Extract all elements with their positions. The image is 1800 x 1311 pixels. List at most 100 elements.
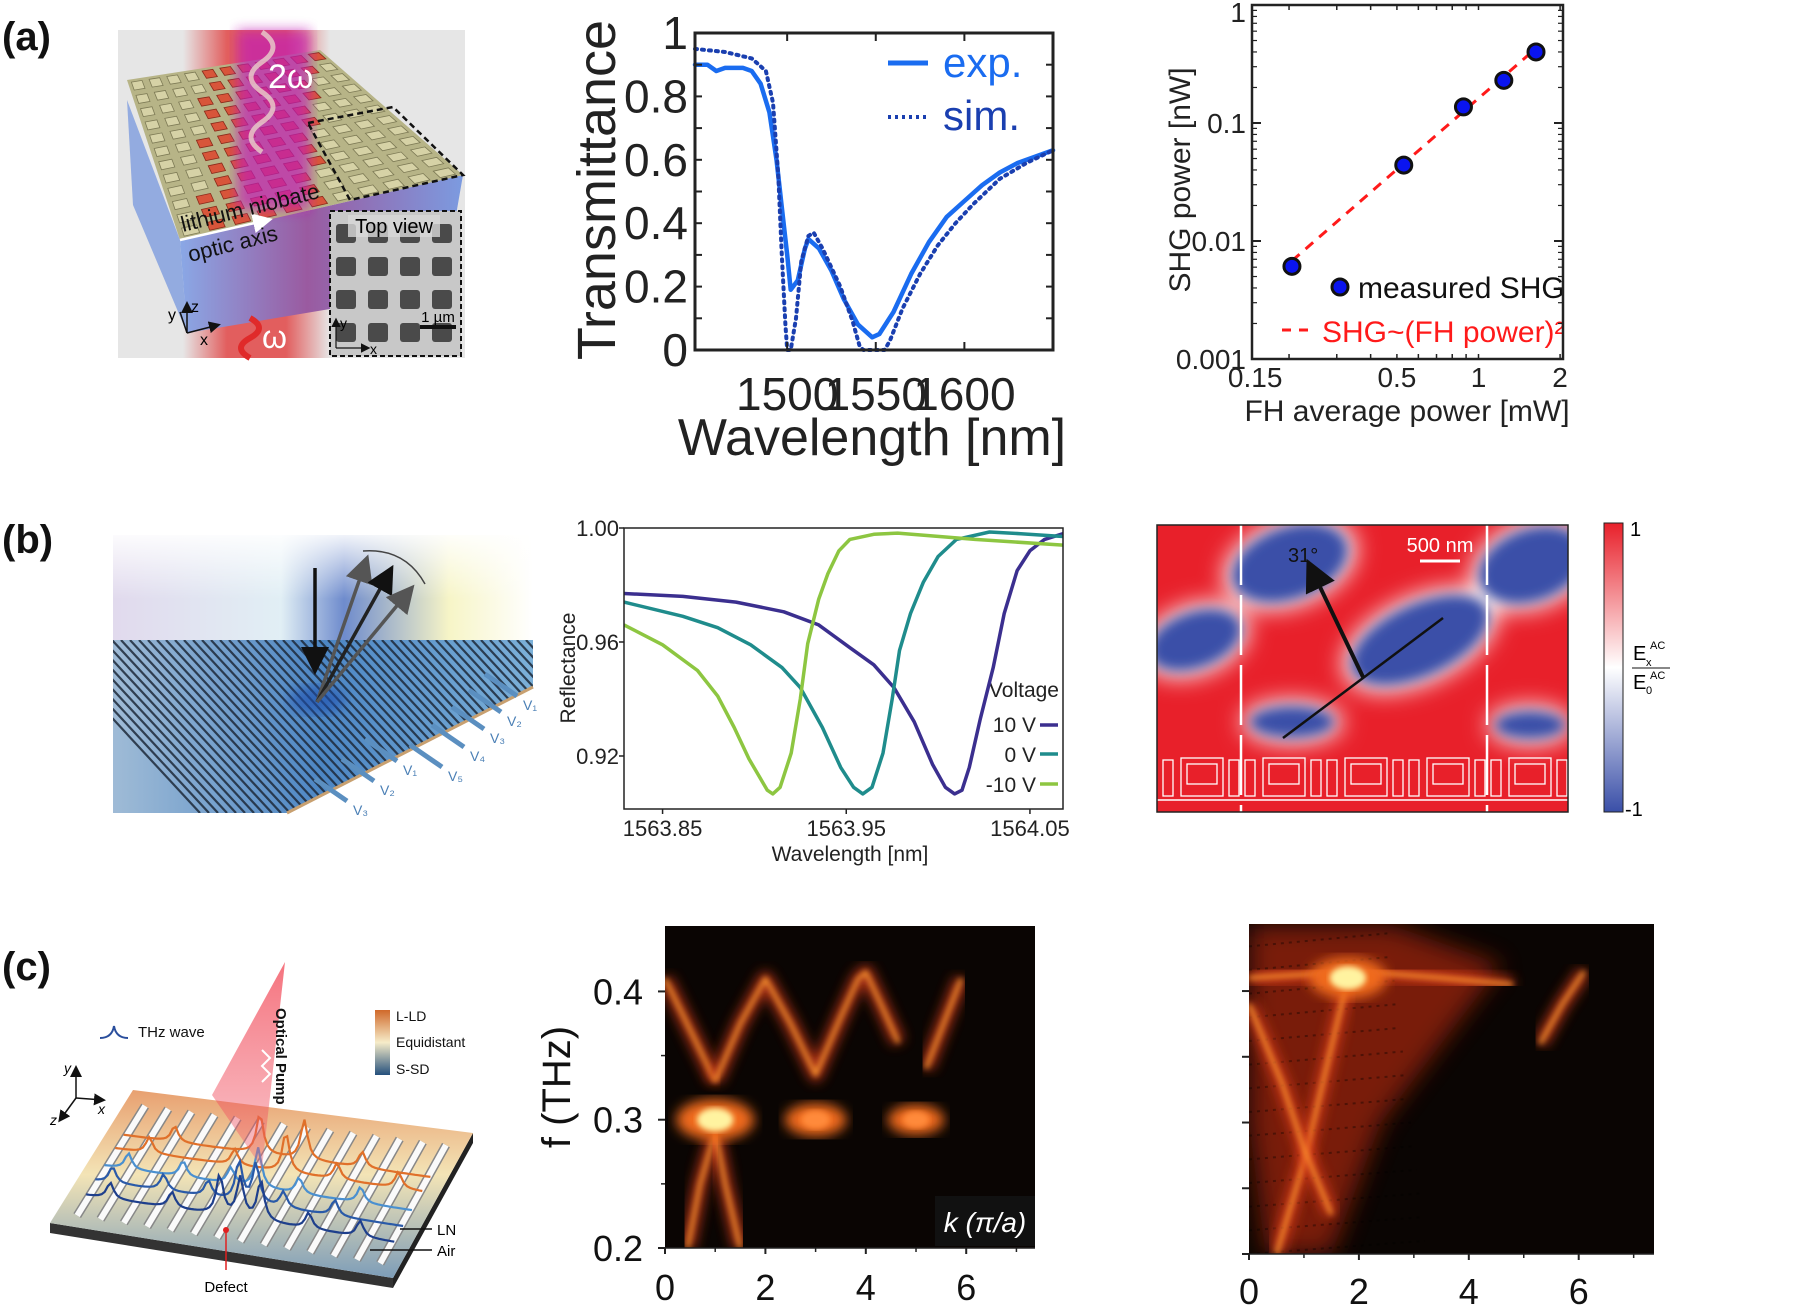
sem-pillar [368,323,388,342]
waveguide-core [1186,763,1218,785]
x-tick-label: 0 [655,1267,675,1308]
pillar [329,150,351,162]
x-axis-label: Wavelength [nm] [678,409,1066,467]
electrode-post [1474,759,1486,797]
y-tick-label: 0.6 [624,134,688,186]
legend-exp-label: exp. [943,39,1022,86]
pillar [201,68,219,79]
pillar [353,119,376,130]
y-axis-label: Reflectance [557,613,580,724]
bright-spot-core [697,1108,734,1132]
pillar [172,87,189,98]
slit [261,1128,333,1247]
electrode-post [1556,759,1568,797]
shg-power-chart: SHG power [nW] FH average power [mW] mea… [1164,0,1570,428]
steering-arc-icon [362,550,426,585]
electrode-post [1490,759,1502,797]
interference-fringe [1249,1074,1406,1090]
x-tick-label: 1550 [825,368,927,420]
colorbar-numerator-sub: x [1646,657,1652,669]
axis-x-label: x [200,332,208,349]
electrode [450,704,486,732]
x-tick-label: 1600 [913,368,1015,420]
harmonic-label: 2ω [268,58,313,96]
x-tick-label: 1563.95 [806,816,886,841]
pillar [375,115,398,125]
grating-line [113,640,228,813]
voltage-label: V₃ [353,802,368,818]
grating-lines [113,640,731,813]
pillar [386,151,409,163]
bright-spot-core [902,1111,930,1129]
data-point [1526,42,1546,62]
y-tick-label: 0.92 [576,744,619,769]
grating-line [156,640,318,813]
pillar [190,180,209,192]
pillar [332,97,354,108]
sem-pillar [432,257,452,276]
x-tick-label: 4 [1459,1271,1479,1311]
series-line-0V [624,530,1063,796]
slit [354,1140,426,1262]
electrode [340,756,376,784]
pillar [357,184,380,196]
grating-line [498,640,533,813]
device-cross-section [1162,757,1568,797]
pillar [144,119,161,131]
pillar [352,145,374,157]
electrode-post [1392,759,1404,797]
plot-frame [1250,3,1565,361]
sem-pillar [400,323,420,342]
interference-fringe [1249,1003,1398,1019]
dispersion-map-left: f (THz) 0 2 4 6 0.2 0.3 0.4 k (π/a) [535,926,1035,1308]
legend-measured-label: measured SHG [1358,272,1565,305]
harmonic-wave-icon [248,29,276,155]
pillar [135,93,151,104]
x-tick-label: 0 [1239,1271,1259,1311]
pillar [153,145,171,157]
legend-l-ld: L-LD [396,1008,426,1024]
transmittance-chart: Transmittance Wavelength [nm] exp. sim. … [567,7,1066,467]
y-axis-label: f (THz) [535,1026,579,1148]
waveguide-block [1426,757,1470,797]
x-axis-label-box [935,1196,1035,1246]
pillar [372,167,395,179]
optical-pump-beam [212,962,285,1168]
pillar [362,156,385,168]
x-tick-label: 1563.85 [623,816,703,841]
slit [237,1125,310,1243]
sem-pillar [336,257,356,276]
series-line-exp [692,62,1056,340]
colorbar-max-label: 1 [1630,519,1641,541]
data-point [1282,256,1302,276]
x-tick-label: 0.15 [1228,362,1283,393]
pillar [200,205,221,218]
series-line--10V [624,531,1063,796]
harmonic-beam [237,30,310,210]
pillar [332,123,353,134]
slit [377,1143,449,1265]
band-ridge [713,1132,743,1248]
scale-bar-label: 500 nm [1407,535,1474,557]
air-label: Air [437,1243,455,1260]
thz-peak-trace [115,1134,423,1193]
waveguide-core [1514,763,1546,785]
grating-line [571,640,731,813]
interference-fringe [1249,1145,1414,1161]
pillar [407,173,431,184]
pillar [409,146,433,157]
electrode [467,687,503,715]
electrode [363,736,399,764]
sem-pillar [400,257,420,276]
x-tick-label: 2 [755,1267,775,1308]
grating-line [453,640,533,813]
y-tick-label: 0.96 [576,630,619,655]
pillar [179,154,198,166]
sem-inset: Top view 1 µm y x [329,210,462,357]
pillar [171,198,191,211]
panel-label-c: (c) [2,945,51,989]
y-tick-label: 0.2 [624,261,688,313]
thz-peak-trace [123,1115,431,1178]
x-tick-label: 0.5 [1377,362,1416,393]
